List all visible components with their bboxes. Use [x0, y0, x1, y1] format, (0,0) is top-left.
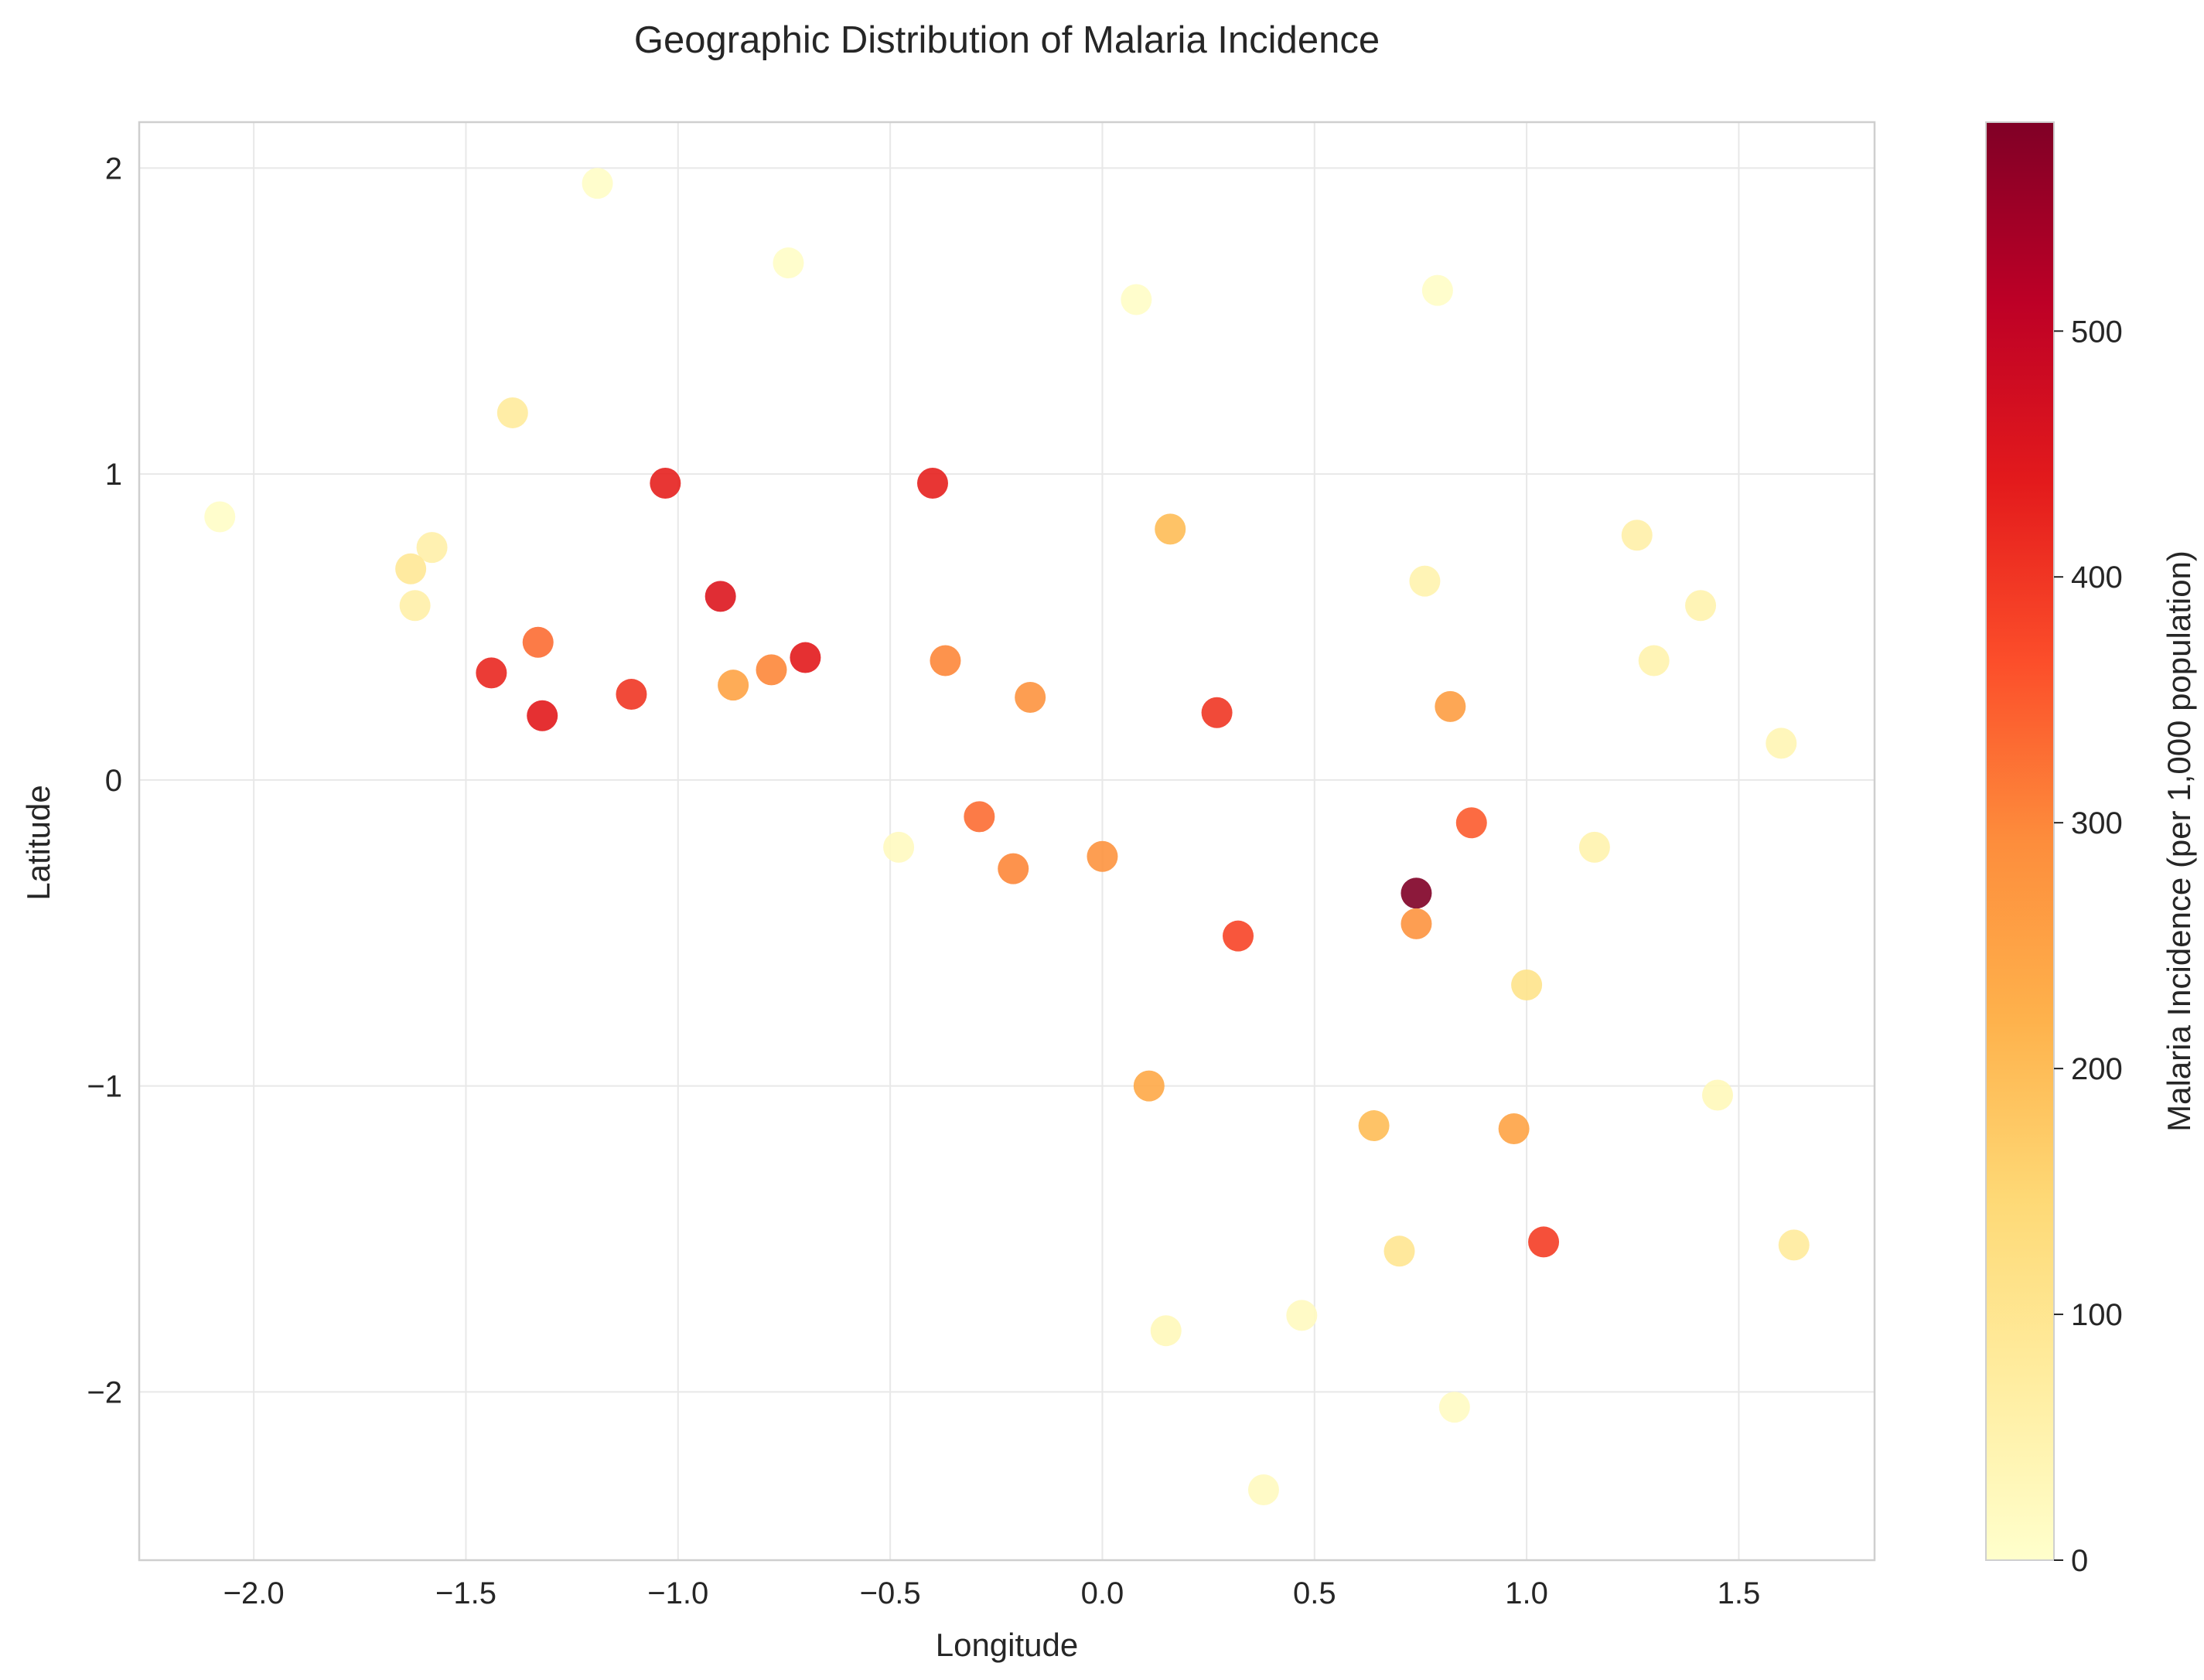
y-axis-ticks: 2 1 0 −1 −2 — [87, 152, 122, 1409]
data-point — [527, 700, 558, 731]
data-point — [790, 642, 821, 673]
data-point — [1578, 831, 1610, 863]
data-point — [930, 645, 961, 676]
data-point — [1528, 1226, 1560, 1258]
data-point — [496, 397, 528, 428]
data-point — [416, 532, 448, 564]
colorbar-ticks: 0 100 200 300 400 500 — [2054, 315, 2123, 1578]
data-point — [1401, 877, 1432, 909]
data-point — [1498, 1113, 1530, 1144]
x-tick-label: 1.0 — [1505, 1576, 1548, 1610]
colorbar-tick-label: 200 — [2071, 1052, 2123, 1086]
data-point — [1201, 697, 1233, 728]
data-point — [1150, 1315, 1182, 1347]
data-point — [1401, 908, 1432, 939]
data-point — [1435, 690, 1466, 722]
data-point — [1766, 728, 1797, 759]
data-point — [1421, 274, 1453, 306]
y-tick-label: 2 — [105, 152, 122, 186]
data-point — [1438, 1392, 1470, 1423]
data-point — [883, 831, 915, 863]
data-point — [773, 247, 804, 279]
data-point — [1223, 920, 1254, 952]
data-point — [916, 467, 948, 499]
x-tick-label: 0.0 — [1081, 1576, 1124, 1610]
data-point — [1383, 1235, 1415, 1267]
data-point — [1247, 1474, 1279, 1505]
data-point — [522, 626, 554, 658]
data-point — [1778, 1229, 1810, 1261]
colorbar-tick-label: 100 — [2071, 1298, 2123, 1332]
x-tick-label: −0.5 — [860, 1576, 921, 1610]
x-tick-label: 1.5 — [1718, 1576, 1761, 1610]
data-point — [705, 581, 736, 612]
x-axis-label: Longitude — [936, 1627, 1079, 1663]
y-tick-label: −1 — [87, 1070, 122, 1104]
x-axis-ticks: −2.0 −1.5 −1.0 −0.5 0.0 0.5 1.0 1.5 — [223, 1576, 1761, 1610]
data-point — [1358, 1110, 1390, 1142]
data-point — [1621, 520, 1653, 551]
data-points — [204, 168, 1810, 1505]
plot-frame — [138, 121, 1876, 1562]
x-tick-label: 0.5 — [1293, 1576, 1336, 1610]
data-point — [476, 657, 507, 689]
data-point — [1701, 1079, 1733, 1111]
x-tick-label: −1.0 — [647, 1576, 708, 1610]
y-tick-label: −2 — [87, 1375, 122, 1409]
data-point — [616, 679, 647, 711]
y-tick-label: 1 — [105, 458, 122, 492]
data-point — [1155, 513, 1186, 545]
x-tick-label: −2.0 — [223, 1576, 285, 1610]
data-point — [1638, 645, 1670, 676]
data-point — [1087, 840, 1118, 872]
data-point — [1286, 1300, 1318, 1331]
x-tick-label: −1.5 — [435, 1576, 496, 1610]
data-point — [998, 853, 1029, 884]
y-tick-label: 0 — [105, 764, 122, 798]
data-point — [964, 801, 995, 833]
data-point — [399, 590, 431, 622]
grid — [139, 122, 1875, 1560]
data-point — [756, 654, 787, 686]
data-point — [204, 501, 236, 533]
chart-title: Geographic Distribution of Malaria Incid… — [634, 19, 1380, 61]
colorbar-tick-label: 0 — [2071, 1544, 2088, 1578]
data-point — [1015, 682, 1046, 713]
data-point — [1685, 590, 1717, 622]
colorbar-tick-label: 400 — [2071, 561, 2123, 595]
data-point — [650, 467, 681, 499]
data-point — [395, 553, 427, 584]
data-point — [1455, 807, 1487, 839]
colorbar — [1985, 121, 2055, 1561]
colorbar-label: Malaria Incidence (per 1,000 population) — [2161, 550, 2197, 1132]
data-point — [718, 670, 749, 701]
colorbar-tick-label: 500 — [2071, 315, 2123, 349]
data-point — [1133, 1070, 1165, 1102]
y-axis-label: Latitude — [20, 785, 56, 900]
colorbar-tick-label: 300 — [2071, 806, 2123, 840]
data-point — [582, 168, 613, 199]
data-point — [1121, 284, 1152, 315]
data-point — [1409, 565, 1441, 597]
data-point — [1511, 969, 1543, 1000]
